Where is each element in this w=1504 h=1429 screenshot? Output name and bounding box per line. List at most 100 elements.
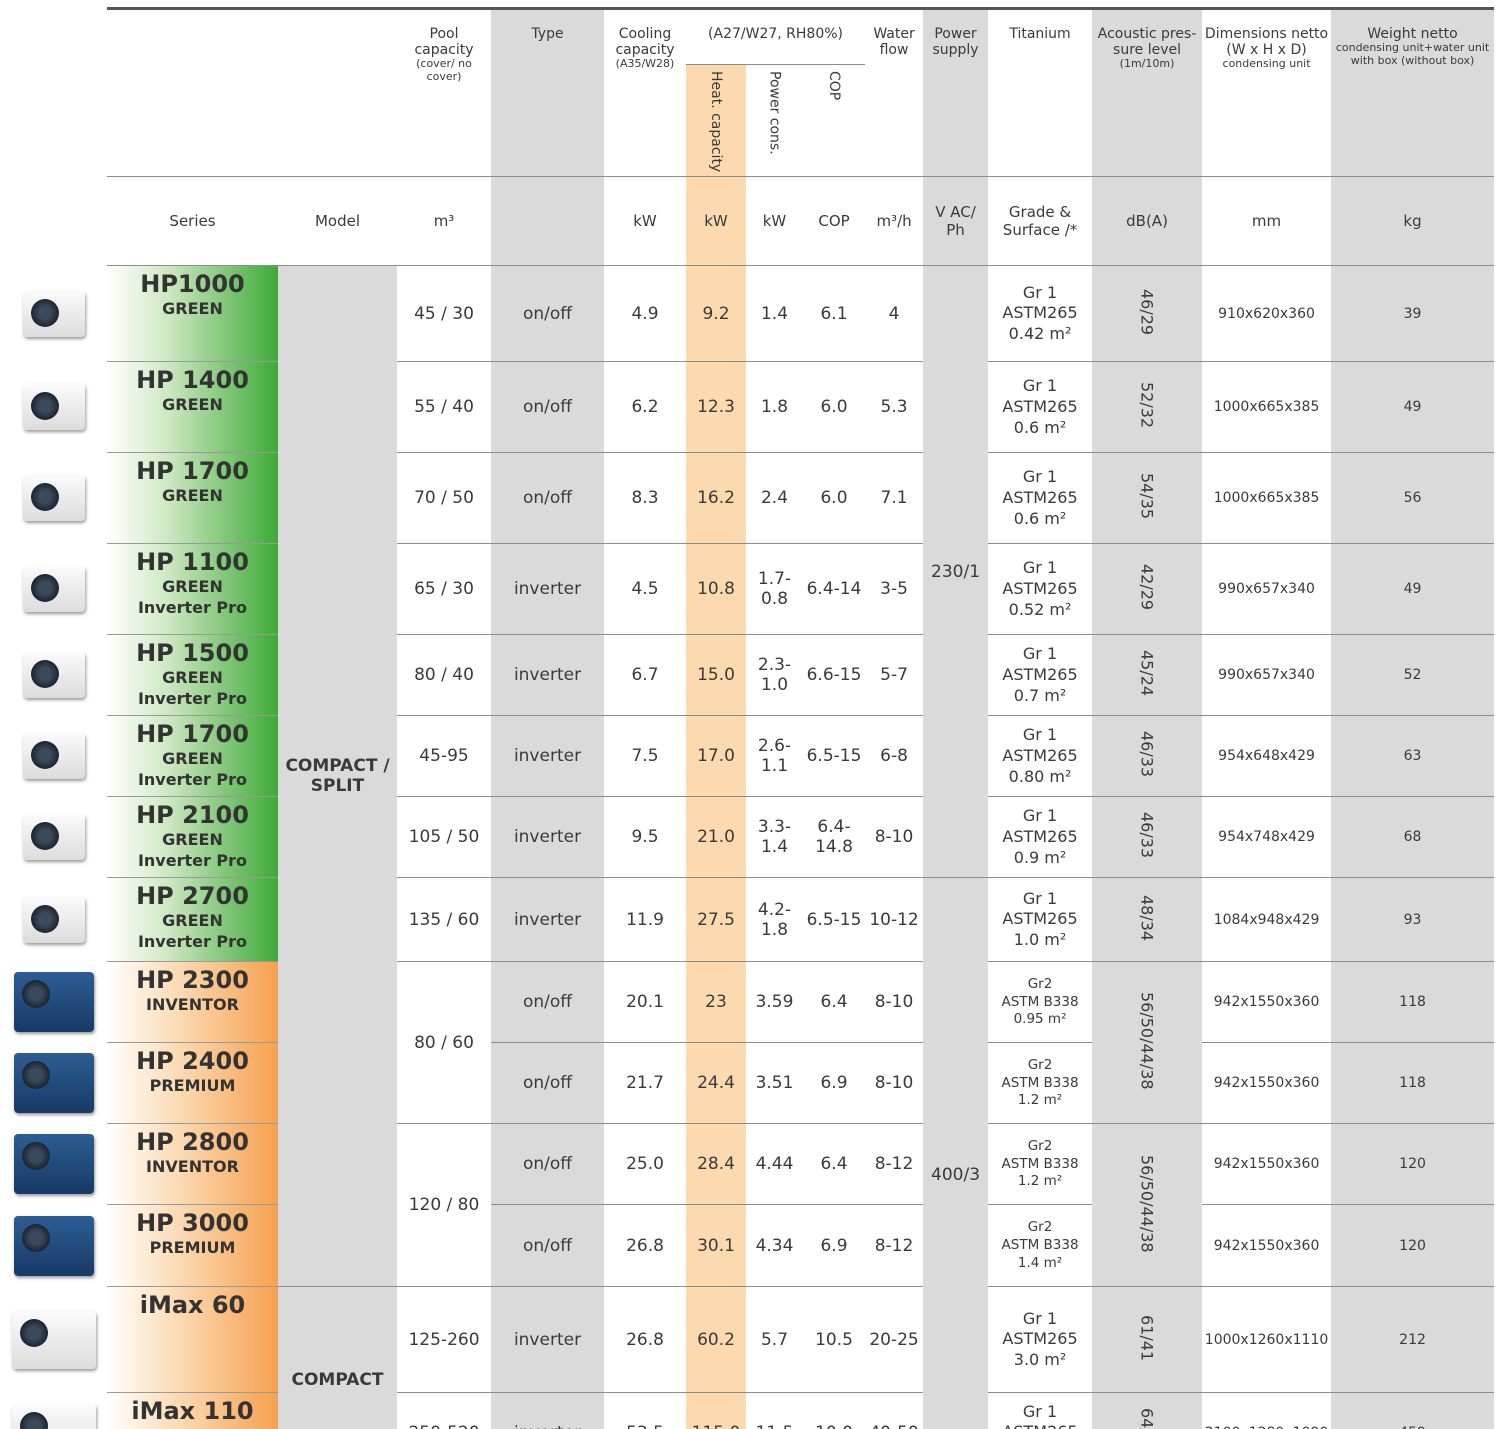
titanium-line: Gr 1	[990, 644, 1090, 665]
heat-cell: 28.4	[686, 1124, 746, 1205]
titanium-line: Gr 1	[990, 806, 1090, 827]
flow-cell: 8-12	[865, 1124, 923, 1205]
titanium-line: ASTM265	[990, 397, 1090, 418]
power-cell: 3.3-1.4	[746, 797, 803, 878]
weight-cell: 118	[1331, 1043, 1494, 1124]
series-subtitle: GREEN	[109, 298, 276, 320]
series-subtitle: GREEN	[109, 748, 276, 770]
series-cell: HP 2400PREMIUM	[107, 1043, 278, 1124]
table-row: HP1000GREENCOMPACT / SPLIT45 / 30on/off4…	[0, 266, 1494, 362]
cooling-cell: 4.5	[604, 544, 686, 635]
cooling-cell: 20.1	[604, 962, 686, 1043]
series-subtitle: PREMIUM	[109, 1237, 276, 1259]
cooling-cell: 11.9	[604, 878, 686, 962]
series-name: HP 2100	[109, 803, 276, 828]
heat-cell: 115.0	[686, 1393, 746, 1429]
type-cell: inverter	[491, 716, 604, 797]
series-subtitle: INVENTOR	[109, 1156, 276, 1178]
series-subtitle: GREEN	[109, 485, 276, 507]
flow-cell: 8-10	[865, 962, 923, 1043]
titanium-line: ASTM265	[990, 909, 1090, 930]
cop-cell: 6.6-15	[803, 635, 865, 716]
dimensions-cell: 2100x1280x1090	[1202, 1393, 1331, 1429]
cooling-cell: 26.8	[604, 1287, 686, 1393]
heat-cell: 24.4	[686, 1043, 746, 1124]
model-cell: COMPACT	[278, 1287, 397, 1429]
cop-cell: 6.1	[803, 266, 865, 362]
series-subtitle: GREEN	[109, 576, 276, 598]
header-title: Heat. capacity	[708, 71, 724, 172]
titanium-line: ASTM B338	[990, 1075, 1090, 1093]
series-subtitle: Inverter Pro	[109, 850, 276, 872]
titanium-line: Gr 1	[990, 558, 1090, 579]
titanium-cell: Gr 1ASTM2650.80 m²	[988, 716, 1092, 797]
weight-cell: 459	[1331, 1393, 1494, 1429]
unit-row: SeriesModelm³kWkWkWCOPm³/hV AC/ PhGrade …	[0, 177, 1494, 266]
dimensions-cell: 1084x948x429	[1202, 878, 1331, 962]
heat-cell: 12.3	[686, 362, 746, 453]
weight-cell: 118	[1331, 962, 1494, 1043]
series-cell: HP 2100GREENInverter Pro	[107, 797, 278, 878]
product-image	[23, 384, 85, 430]
series-name: iMax 60	[109, 1293, 276, 1318]
titanium-line: 0.42 m²	[990, 324, 1090, 345]
titanium-line: Gr 1	[990, 283, 1090, 304]
weight-cell: 39	[1331, 266, 1494, 362]
product-image	[23, 897, 85, 943]
pool-cell: 80 / 60	[397, 962, 491, 1124]
pool-header: Pool capacity(cover/ no cover)	[397, 9, 491, 177]
cooling-cell: 6.7	[604, 635, 686, 716]
series-name: HP 2700	[109, 884, 276, 909]
header-title: Type	[493, 26, 602, 42]
weight-cell: 49	[1331, 544, 1494, 635]
header-title: Acoustic pres-sure level	[1094, 26, 1200, 58]
type-cell: on/off	[491, 1205, 604, 1287]
titanium-cell: Gr 1ASTM2650.6 m²	[988, 453, 1092, 544]
series-header	[107, 9, 278, 177]
type-cell: inverter	[491, 878, 604, 962]
model-cell: COMPACT / SPLIT	[278, 266, 397, 1287]
unit-label: kW	[686, 177, 746, 266]
acoustic-cell: 46/33	[1092, 797, 1202, 878]
acoustic-value: 61/41	[1138, 1315, 1157, 1361]
table-row: HP 2400PREMIUMon/off21.724.43.516.98-10G…	[0, 1043, 1494, 1124]
dimensions-cell: 954x648x429	[1202, 716, 1331, 797]
titanium-line: ASTM265	[990, 827, 1090, 848]
series-subtitle: INVENTOR	[109, 994, 276, 1016]
product-image-cell	[0, 362, 107, 453]
cop-cell: 6.9	[803, 1205, 865, 1287]
titanium-line: ASTM265	[990, 488, 1090, 509]
acoustic-value: 54/35	[1138, 473, 1157, 519]
product-image	[14, 1053, 94, 1113]
heating-sub-header: Heat. capacity	[686, 65, 746, 177]
type-cell: on/off	[491, 266, 604, 362]
series-name: HP 2300	[109, 968, 276, 993]
product-image-cell	[0, 1287, 107, 1393]
heat-cell: 60.2	[686, 1287, 746, 1393]
series-name: HP 2400	[109, 1049, 276, 1074]
table-row: HP 1700GREEN70 / 50on/off8.316.22.46.07.…	[0, 453, 1494, 544]
heat-cell: 21.0	[686, 797, 746, 878]
titanium-line: Gr 1	[990, 1402, 1090, 1423]
cop-cell: 10.0	[803, 1393, 865, 1429]
product-image	[14, 1134, 94, 1194]
series-cell: HP 2700GREENInverter Pro	[107, 878, 278, 962]
unit-label: kW	[746, 177, 803, 266]
cop-cell: 6.5-15	[803, 878, 865, 962]
acoustic-value: 46/33	[1138, 731, 1157, 777]
titanium-line: 1.0 m²	[990, 930, 1090, 951]
table-row: HP 1100GREENInverter Pro65 / 30inverter4…	[0, 544, 1494, 635]
series-name: HP 3000	[109, 1211, 276, 1236]
table-row: HP 2100GREENInverter Pro105 / 50inverter…	[0, 797, 1494, 878]
type-cell: on/off	[491, 1124, 604, 1205]
heat-cell: 9.2	[686, 266, 746, 362]
cooling-cell: 7.5	[604, 716, 686, 797]
power-cell: 5.7	[746, 1287, 803, 1393]
